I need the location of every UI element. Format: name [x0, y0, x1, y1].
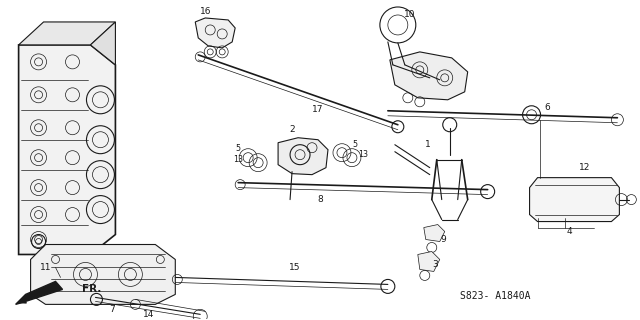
Text: 15: 15: [289, 263, 301, 272]
Text: 11: 11: [40, 263, 51, 272]
Polygon shape: [278, 138, 328, 175]
Text: FR.: FR.: [83, 284, 102, 294]
Text: 9: 9: [440, 235, 445, 244]
Polygon shape: [390, 52, 468, 100]
Polygon shape: [19, 45, 115, 254]
Text: 17: 17: [312, 105, 324, 114]
Polygon shape: [90, 22, 115, 65]
Text: 1: 1: [425, 140, 431, 149]
Polygon shape: [424, 225, 445, 242]
Text: 10: 10: [404, 11, 415, 20]
Text: 4: 4: [566, 227, 572, 236]
Text: 13: 13: [358, 150, 368, 159]
Text: 3: 3: [432, 260, 438, 269]
Text: 6: 6: [545, 103, 550, 112]
Text: 14: 14: [143, 310, 154, 319]
Polygon shape: [19, 22, 115, 45]
Polygon shape: [15, 281, 63, 304]
Polygon shape: [418, 252, 440, 271]
Text: 5: 5: [353, 140, 358, 149]
Polygon shape: [529, 178, 620, 221]
Text: S823- A1840A: S823- A1840A: [460, 292, 530, 301]
Text: 13: 13: [233, 155, 243, 164]
Text: 7: 7: [109, 305, 115, 314]
Text: 2: 2: [289, 125, 295, 134]
Text: 16: 16: [200, 7, 211, 16]
Polygon shape: [31, 244, 175, 304]
Polygon shape: [195, 18, 235, 48]
Text: 5: 5: [236, 144, 241, 153]
Text: 8: 8: [317, 195, 323, 204]
Text: 12: 12: [579, 163, 590, 172]
